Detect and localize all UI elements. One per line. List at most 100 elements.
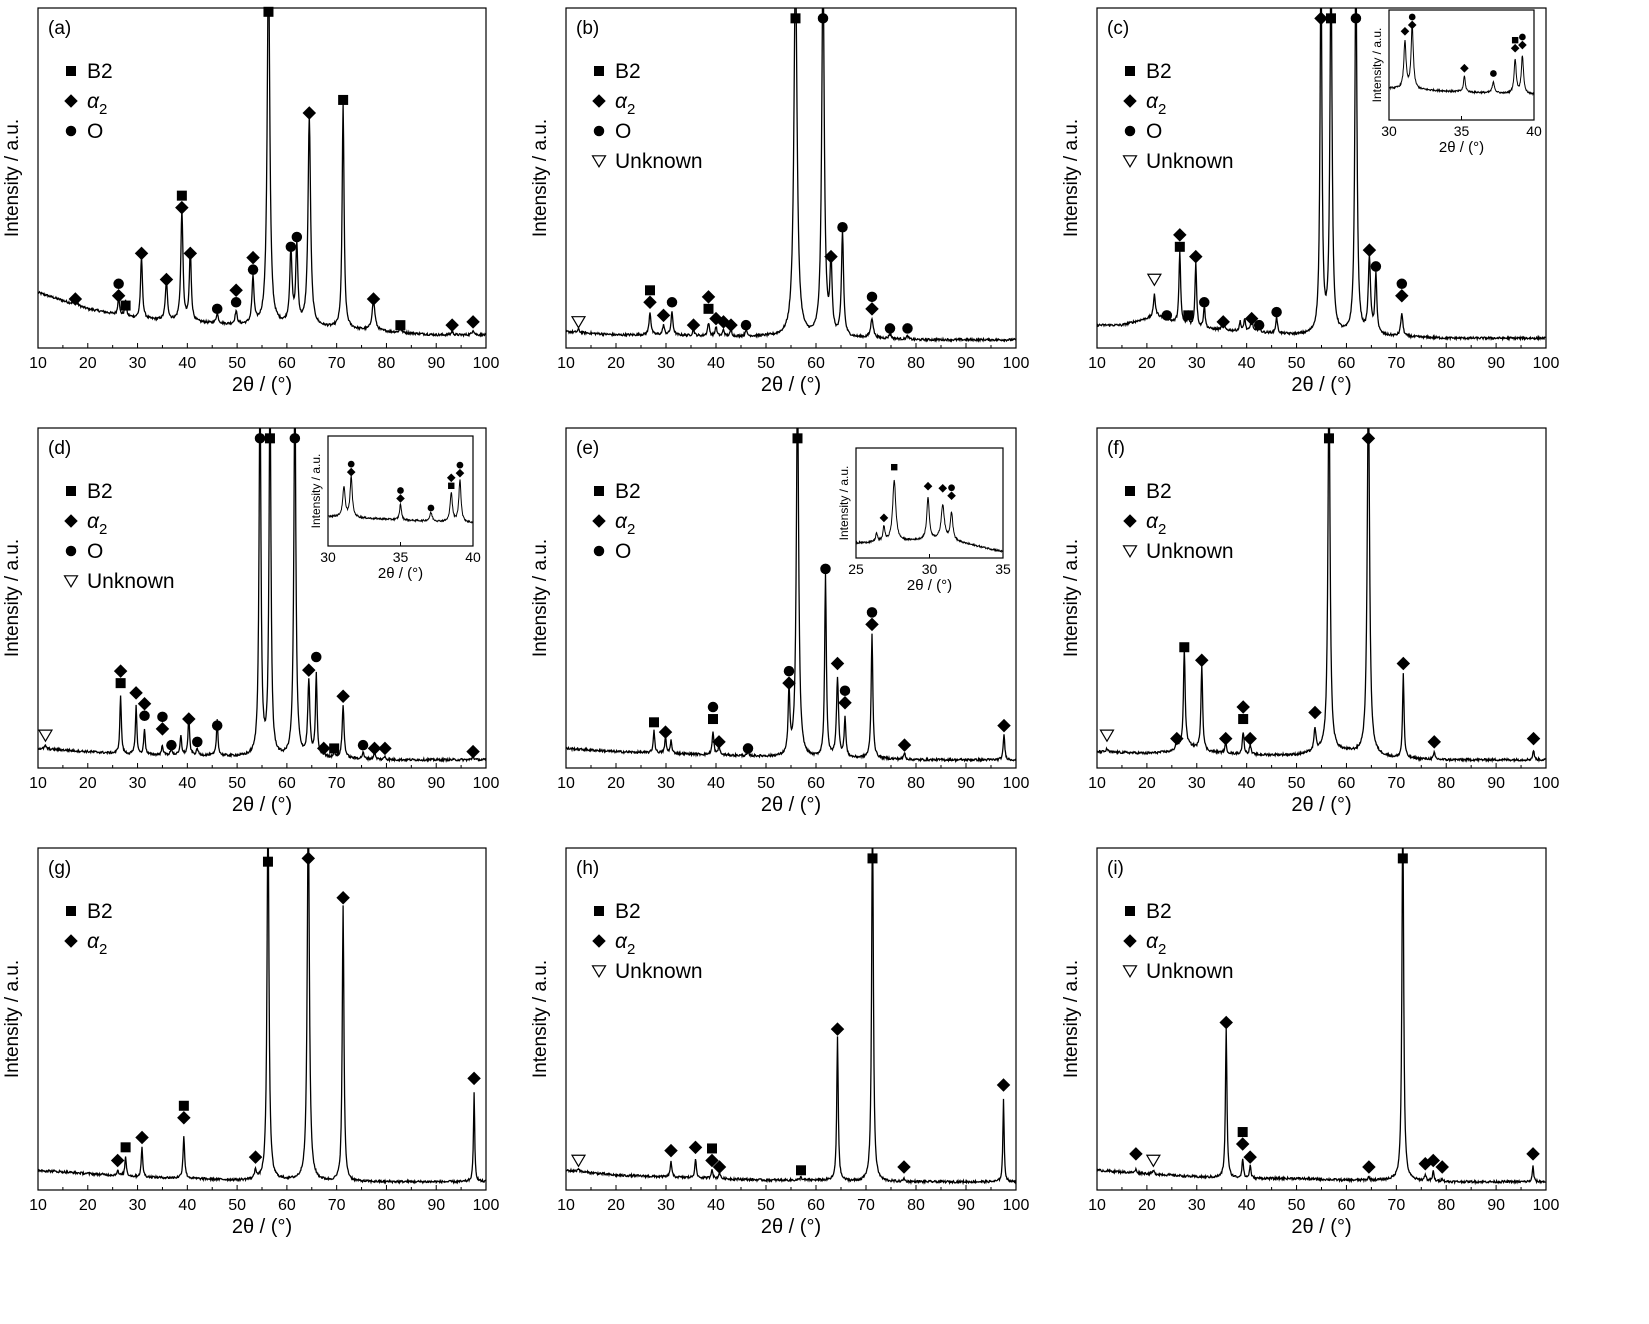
legend-square-marker: [594, 906, 604, 916]
y-axis-label: Intensity / a.u.: [837, 466, 851, 541]
legend-diamond-marker: [1123, 514, 1137, 528]
panel-h: 10 20 30 40 50 60 70 80 90 100 2θ / (°) Intensity /…: [530, 847, 1029, 1238]
panel-i: 10 20 30 40 50 60 70 80 90 100 2θ / (°) Intensity /…: [1061, 847, 1559, 1238]
circle-marker: [166, 739, 177, 751]
diamond-marker: [688, 1140, 703, 1155]
diamond-marker: [996, 1078, 1011, 1092]
legend-square-marker: [66, 66, 76, 76]
x-tick-label: 80: [907, 775, 925, 792]
square-marker: [796, 1165, 806, 1176]
circle-marker: [456, 461, 464, 469]
legend-circle-marker: [593, 125, 605, 137]
circle-marker: [357, 739, 369, 751]
diamond-marker: [248, 1150, 263, 1164]
diamond-marker: [366, 292, 381, 306]
x-tick-label: 100: [473, 775, 500, 792]
square-marker: [115, 678, 126, 689]
circle-marker: [1490, 70, 1497, 77]
x-tick-label: 100: [1003, 775, 1030, 792]
x-tick-label: 20: [79, 355, 97, 372]
diamond-marker: [879, 513, 889, 523]
x-tick-label: 35: [1454, 123, 1470, 139]
legend-entry: Unknown: [615, 150, 703, 173]
square-marker: [1179, 642, 1190, 653]
square-marker: [1325, 13, 1336, 24]
circle-marker: [230, 297, 242, 308]
x-tick-label: 60: [1338, 1197, 1356, 1214]
x-tick-label: 90: [1487, 775, 1505, 792]
x-tick-label: 70: [1387, 355, 1405, 372]
panel-label: (e): [576, 438, 599, 459]
legend-entry: B2: [1146, 480, 1172, 503]
y-axis-label: Intensity / a.u.: [530, 539, 551, 657]
x-tick-label: 50: [228, 775, 246, 792]
diamond-marker: [865, 302, 879, 316]
diamond-marker: [1216, 315, 1230, 329]
x-tick-label: 60: [807, 775, 825, 792]
x-tick-label: 20: [607, 775, 625, 792]
x-tick-label: 100: [473, 355, 500, 372]
circle-marker: [291, 231, 303, 243]
x-tick-label: 10: [557, 1197, 575, 1214]
triangle-marker: [1099, 729, 1115, 743]
legend-entry: α2: [615, 930, 635, 958]
legend-square-marker: [1125, 66, 1135, 76]
x-axis-label: 2θ / (°): [761, 374, 821, 396]
diamond-marker: [159, 272, 174, 287]
diamond-marker: [664, 1143, 678, 1158]
diamond-marker: [378, 741, 392, 756]
x-tick-label: 30: [1188, 355, 1206, 372]
x-tick-label: 10: [1088, 355, 1106, 372]
legend-diamond-marker: [592, 514, 606, 528]
square-marker: [178, 1100, 189, 1111]
x-tick-label: 40: [178, 1197, 196, 1214]
plot-frame: [1096, 427, 1547, 769]
square-marker: [1323, 433, 1334, 444]
x-tick-label: 60: [807, 1197, 825, 1214]
x-axis-label: 2θ / (°): [232, 374, 292, 396]
circle-marker: [139, 710, 150, 722]
circle-marker: [247, 264, 259, 275]
square-marker: [649, 717, 659, 728]
triangle-marker: [1146, 273, 1162, 287]
diamond-marker: [865, 617, 879, 632]
diamond-marker: [1396, 656, 1411, 671]
diamond-marker: [1526, 1147, 1540, 1161]
diamond-marker: [712, 1160, 727, 1174]
x-tick-label: 60: [278, 355, 296, 372]
x-tick-label: 90: [427, 355, 445, 372]
square-marker: [1238, 714, 1249, 725]
diamond-marker: [302, 663, 316, 677]
circle-marker: [948, 484, 955, 492]
y-axis-label: Intensity / a.u.: [530, 119, 551, 237]
x-axis-label: 2θ / (°): [378, 565, 423, 582]
x-tick-label: 80: [907, 1197, 925, 1214]
square-marker: [708, 714, 718, 725]
diamond-marker: [1362, 1160, 1376, 1174]
x-tick-label: 10: [29, 1197, 47, 1214]
circle-marker: [1408, 13, 1416, 21]
y-axis-label: Intensity / a.u.: [1061, 960, 1082, 1078]
x-tick-label: 40: [178, 355, 196, 372]
diamond-marker: [947, 491, 956, 501]
x-tick-label: 40: [1238, 775, 1256, 792]
legend-entry: O: [1146, 120, 1162, 143]
y-axis-label: Intensity / a.u.: [2, 960, 23, 1078]
square-marker: [338, 94, 349, 105]
x-tick-label: 50: [1288, 355, 1306, 372]
diamond-marker: [68, 292, 83, 306]
circle-marker: [666, 297, 678, 308]
x-tick-label: 80: [1437, 1197, 1455, 1214]
diamond-marker: [177, 1111, 191, 1125]
circle-marker: [866, 607, 878, 618]
legend-entry: B2: [615, 900, 641, 923]
diamond-marker: [897, 1160, 911, 1174]
diamond-marker: [1314, 11, 1328, 26]
x-tick-label: 70: [328, 1197, 346, 1214]
legend-circle-marker: [65, 545, 77, 557]
square-marker: [120, 1142, 131, 1153]
diamond-marker: [1362, 243, 1377, 257]
y-axis-label: Intensity / a.u.: [1061, 539, 1082, 657]
legend-entry: B2: [1146, 900, 1172, 923]
legend-entry: Unknown: [87, 570, 175, 593]
